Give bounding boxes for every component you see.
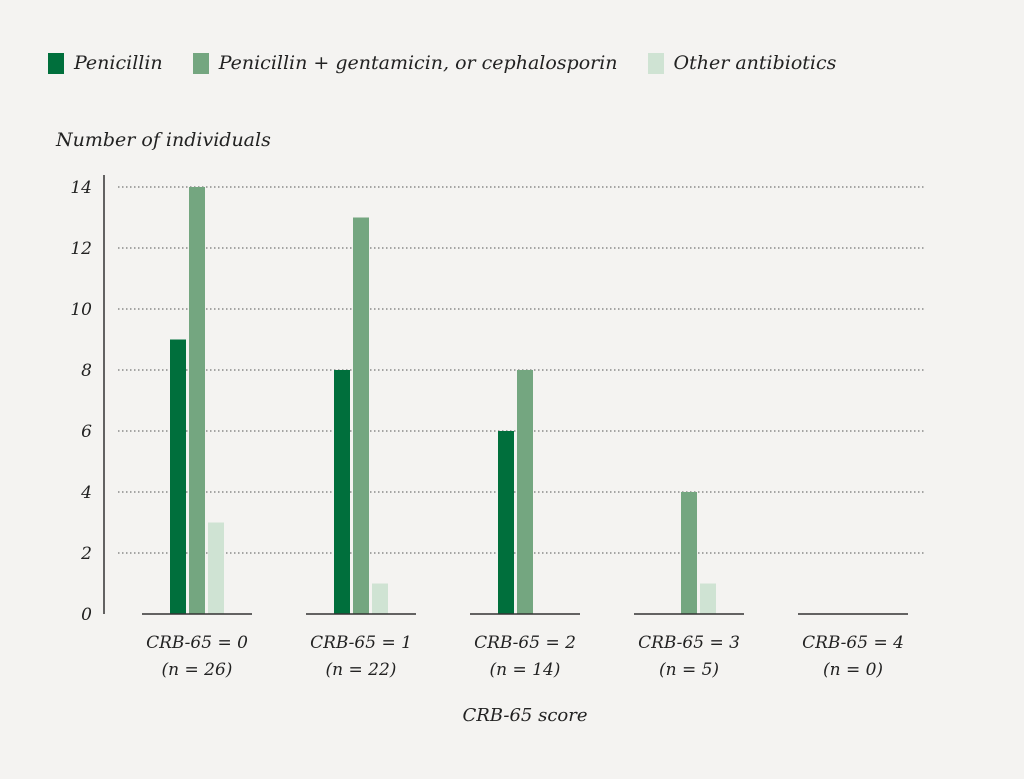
bar: [353, 217, 369, 614]
x-tick-label: CRB-65 = 1: [310, 633, 412, 653]
y-tick-label: 8: [81, 361, 92, 381]
y-tick-label: 14: [70, 178, 92, 198]
x-tick-label: CRB-65 = 4: [802, 633, 904, 653]
bar: [517, 370, 533, 614]
bar: [189, 187, 205, 614]
y-tick-label: 0: [81, 605, 92, 625]
legend-label: Other antibiotics: [673, 52, 837, 74]
legend-label: Penicillin + gentamicin, or cephalospori…: [218, 52, 618, 74]
legend-swatch: [192, 52, 209, 74]
bar: [681, 492, 697, 614]
y-tick-label: 6: [81, 422, 92, 442]
y-axis-label: Number of individuals: [56, 129, 271, 151]
legend: Penicillin Penicillin + gentamicin, or c…: [48, 52, 866, 74]
y-tick-label: 4: [80, 483, 92, 503]
bar: [372, 583, 388, 614]
x-tick-n-label: (n = 26): [162, 660, 233, 680]
bar: [700, 583, 716, 614]
x-tick-n-label: (n = 14): [490, 660, 561, 680]
legend-item-penicillin: Penicillin: [48, 52, 163, 74]
x-tick-n-label: (n = 22): [326, 660, 397, 680]
x-tick-n-label: (n = 5): [659, 660, 719, 680]
legend-item-other: Other antibiotics: [647, 52, 837, 74]
x-axis-label: CRB-65 score: [462, 705, 588, 726]
bar: [498, 431, 514, 614]
y-tick-label: 10: [70, 300, 92, 320]
x-tick-label: CRB-65 = 0: [146, 633, 248, 653]
bar: [170, 339, 186, 614]
y-tick-label: 2: [80, 544, 92, 564]
bar: [208, 522, 224, 614]
x-tick-n-label: (n = 0): [823, 660, 883, 680]
legend-swatch: [48, 52, 64, 74]
y-tick-label: 12: [70, 239, 92, 259]
legend-swatch: [647, 52, 664, 74]
x-tick-label: CRB-65 = 3: [638, 633, 740, 653]
bar: [334, 370, 350, 614]
legend-item-penicillin-gentamicin: Penicillin + gentamicin, or cephalospori…: [192, 52, 618, 74]
x-tick-label: CRB-65 = 2: [474, 633, 576, 653]
legend-label: Penicillin: [74, 52, 163, 74]
